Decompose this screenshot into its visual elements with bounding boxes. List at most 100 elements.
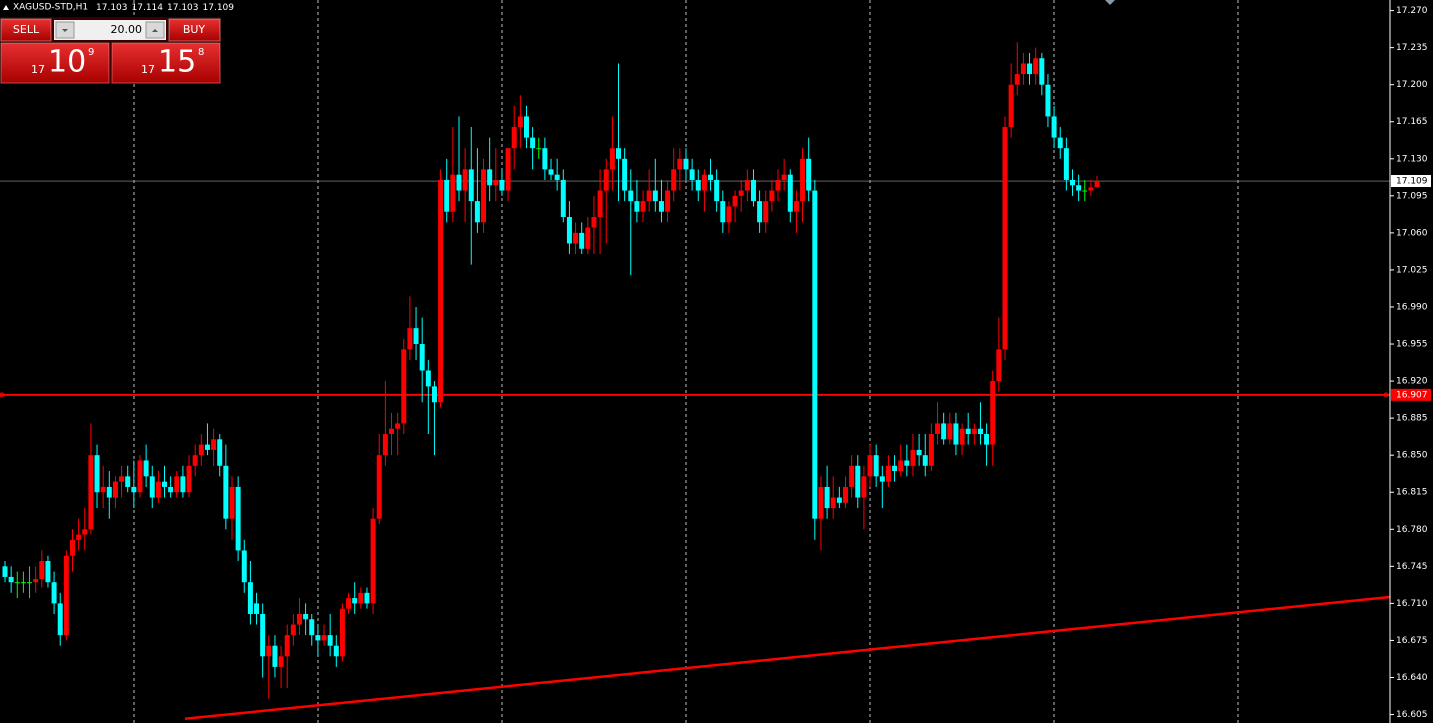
symbol: XAGUSD-STD,H1 <box>13 3 88 13</box>
level-handle <box>0 392 5 398</box>
level-label-box <box>1391 388 1431 401</box>
price-axis: 17.270 17.235 17.200 17.165 17.130 17.095 17.0… <box>1390 6 1431 720</box>
candle-body <box>1076 185 1082 191</box>
y-tick-label: 17.095 <box>1396 191 1428 201</box>
up-arrow <box>152 29 158 32</box>
candle-body <box>695 179 701 191</box>
header-price: 17.103 <box>167 3 199 13</box>
buy-label[interactable]: BUY <box>183 23 206 36</box>
y-tick-label: 17.130 <box>1396 154 1428 164</box>
candle-body <box>646 190 652 202</box>
candle-body <box>39 561 45 580</box>
candle-body <box>266 645 272 657</box>
candle-body <box>198 444 204 456</box>
header-price: 17.114 <box>132 3 164 13</box>
candle-body <box>204 444 210 450</box>
one-click-panel: SELL 20.00 BUY 17 10 9 17 15 8 <box>0 17 221 84</box>
candle-body <box>229 486 235 519</box>
candle-body <box>112 481 118 498</box>
candle-body <box>346 598 352 609</box>
y-tick-label: 17.200 <box>1396 80 1428 90</box>
candle-body <box>419 344 425 371</box>
volume-value[interactable]: 20.00 <box>111 23 143 36</box>
candle-body <box>131 486 137 493</box>
candle-body <box>818 486 824 519</box>
sell-label[interactable]: SELL <box>13 23 40 36</box>
header-price: 17.103 <box>96 3 128 13</box>
candle-body <box>278 656 284 667</box>
candle-body <box>554 174 560 180</box>
candle-body <box>750 179 756 202</box>
y-tick-label: 16.710 <box>1396 599 1428 609</box>
candle-body <box>254 603 260 614</box>
candle-body <box>959 428 965 445</box>
candle-body <box>622 158 628 191</box>
candle-body <box>1039 58 1045 85</box>
y-tick-label: 16.850 <box>1396 451 1428 461</box>
candle-body <box>585 227 591 249</box>
candle-body <box>100 486 106 493</box>
candle-body <box>1002 127 1008 350</box>
buy-button[interactable] <box>168 18 221 42</box>
y-tick-label: 16.780 <box>1396 525 1428 535</box>
candle-body <box>444 179 450 212</box>
candle-body <box>996 349 1002 382</box>
candle-body <box>738 190 744 196</box>
candle-body <box>769 190 775 202</box>
candle-body <box>892 465 898 472</box>
header-ohlc: 17.103 17.114 17.103 17.109 <box>96 3 234 13</box>
candle-body <box>947 423 953 440</box>
candle-body <box>505 148 511 191</box>
candle-body <box>462 169 468 191</box>
candle-body <box>370 518 376 604</box>
candle-body <box>137 460 143 493</box>
candle-body <box>885 465 891 482</box>
candle-body <box>487 169 493 186</box>
candle-body <box>63 555 69 636</box>
candle-body <box>69 539 75 556</box>
candle-body <box>849 465 855 487</box>
candle-body <box>763 201 769 223</box>
buy-price-box[interactable] <box>111 42 221 84</box>
candle-body <box>628 190 634 202</box>
candle-body <box>714 179 720 202</box>
sell-price-box[interactable] <box>0 42 110 84</box>
candle-body <box>389 428 395 435</box>
y-tick-label: 17.025 <box>1396 265 1428 275</box>
candle-body <box>984 434 990 445</box>
candle-body <box>800 158 806 202</box>
candle-body <box>689 169 695 180</box>
candle-body <box>941 423 947 440</box>
level-label: 16.907 <box>1396 390 1428 400</box>
candle-body <box>720 201 726 223</box>
y-tick-label: 17.270 <box>1396 6 1428 16</box>
candle-body <box>603 169 609 191</box>
candle-body <box>431 386 437 403</box>
volume-input[interactable] <box>54 20 166 40</box>
candle-body <box>560 179 566 218</box>
candle-body <box>542 148 548 170</box>
candle-body <box>708 174 714 180</box>
candle-body <box>517 116 523 128</box>
candle-body <box>241 550 247 583</box>
candle-body <box>683 158 689 170</box>
collapse-icon[interactable] <box>3 5 9 10</box>
candle-body <box>76 534 82 540</box>
candle-body <box>990 381 996 445</box>
candle-body <box>652 190 658 202</box>
candle-body <box>309 619 315 636</box>
sell-button[interactable] <box>0 18 52 42</box>
candle-body <box>425 370 431 387</box>
candle-body <box>591 217 597 228</box>
candle-body <box>333 645 339 657</box>
candle-body <box>873 455 879 477</box>
candle-body <box>468 169 474 202</box>
candle-body <box>88 455 94 530</box>
candle-body <box>2 566 8 577</box>
candle-body <box>1045 84 1051 117</box>
candle-body <box>1094 181 1100 188</box>
candle-body <box>155 481 161 498</box>
candle-body <box>812 190 818 519</box>
y-tick-label: 17.060 <box>1396 228 1428 238</box>
candle-body <box>609 148 615 170</box>
